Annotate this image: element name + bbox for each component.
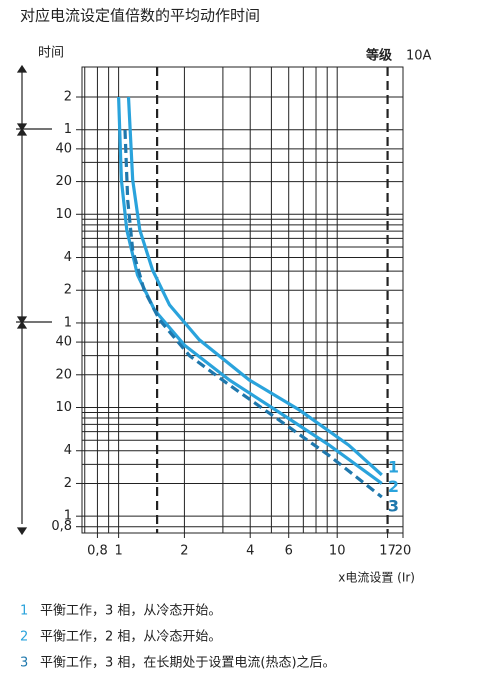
arrow [16, 64, 28, 73]
curve [117, 96, 383, 485]
y-tick-label: 10 [55, 400, 72, 415]
y-tick-label: 2 [64, 90, 72, 105]
y-tick-label: 1 [64, 509, 72, 524]
grade-label: 等级 [365, 48, 393, 64]
y-tick-label: 1 [64, 122, 72, 137]
legend-number: 1 [20, 604, 28, 619]
y-tick-label: 0,8 [51, 519, 72, 534]
y-axis-label: 时间 [38, 46, 64, 61]
y-tick-label: 40 [55, 335, 72, 350]
legend-text: 平衡工作，3 相，从冷态开始。 [40, 604, 221, 619]
x-tick-label: 4 [246, 544, 254, 559]
grade: 10A [406, 49, 432, 64]
x-axis-label: x电流设置 (Ir) [338, 571, 415, 585]
arrow [16, 127, 28, 136]
curve-label: 1 [388, 458, 399, 477]
y-tick-label: 2 [64, 283, 72, 298]
y-tick-label: 4 [64, 443, 72, 458]
legend-text: 平衡工作，2 相，从冷态开始。 [40, 630, 221, 645]
y-tick-label: 20 [55, 174, 72, 189]
x-tick-label: 1 [114, 544, 122, 559]
arrow [16, 123, 28, 132]
y-tick-label: 10 [55, 207, 72, 222]
curve-label: 3 [388, 497, 399, 516]
legend-number: 2 [20, 630, 28, 645]
legend-number: 3 [20, 656, 28, 671]
y-tick-label: 1 [64, 315, 72, 330]
y-tick-label: 20 [55, 367, 72, 382]
curve [126, 96, 383, 477]
x-tick-label: 2 [180, 544, 188, 559]
curve [123, 129, 383, 499]
x-tick-label: 0,8 [87, 544, 108, 559]
unit-brackets [16, 64, 52, 536]
legend-text: 平衡工作，3 相，在长期处于设置电流(热态)之后。 [40, 656, 336, 671]
arrow [16, 316, 28, 325]
y-tick-label: 2 [64, 476, 72, 491]
arrow [16, 320, 28, 329]
arrow [16, 527, 28, 536]
x-tick-label: 6 [285, 544, 293, 559]
y-tick-label: 4 [64, 250, 72, 265]
x-tick-label: 17 [379, 544, 396, 559]
curve-label: 2 [388, 477, 399, 496]
x-tick-label: 20 [395, 544, 412, 559]
x-tick-label: 10 [329, 544, 346, 559]
y-tick-label: 40 [55, 141, 72, 156]
chart-title: 对应电流设定值倍数的平均动作时间 [20, 7, 260, 25]
